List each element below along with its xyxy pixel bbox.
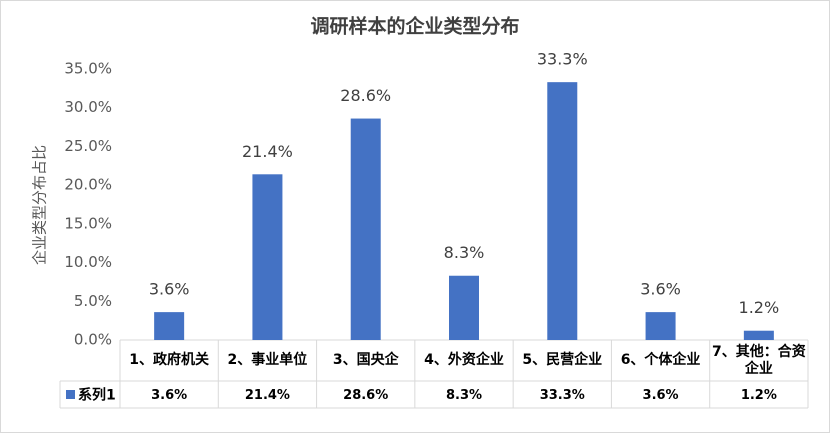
bar — [350, 118, 381, 340]
value-label: 21.4% — [242, 142, 293, 161]
value-label: 33.3% — [537, 50, 588, 69]
bar — [154, 312, 185, 340]
y-tick-label: 10.0% — [64, 253, 112, 271]
x-tick-label-box: 3、国央企 — [332, 352, 399, 368]
x-tick-label-box: 6、个体企业 — [620, 352, 701, 368]
x-tick-label: 5、民营企业 — [522, 352, 603, 368]
table-value: 8.3% — [446, 388, 482, 403]
y-tick-label: 5.0% — [74, 292, 112, 310]
value-label: 28.6% — [340, 86, 391, 105]
y-axis-label: 企业类型分布占比 — [31, 145, 49, 265]
x-tick-label: 2、事业单位 — [227, 352, 308, 368]
x-tick-label-box: 2、事业单位 — [227, 352, 308, 368]
y-tick-label: 0.0% — [74, 331, 112, 349]
y-tick-label: 35.0% — [64, 60, 112, 78]
bar — [449, 275, 479, 340]
table-value: 3.6% — [151, 388, 187, 403]
legend-key — [66, 390, 75, 399]
x-tick-label: 4、外资企业 — [424, 352, 504, 368]
bar — [252, 174, 283, 340]
x-tick-label: 3、国央企 — [332, 352, 399, 368]
table-value: 1.2% — [741, 388, 777, 403]
y-tick-label: 30.0% — [64, 98, 112, 116]
table-value: 28.6% — [343, 388, 388, 403]
bar — [743, 330, 774, 340]
y-tick-label: 25.0% — [64, 137, 112, 155]
bar — [645, 312, 676, 340]
value-label: 3.6% — [640, 280, 681, 299]
x-tick-label-box: 5、民营企业 — [522, 352, 603, 368]
x-tick-label-box: 4、外资企业 — [424, 352, 504, 368]
y-tick-label: 15.0% — [64, 214, 112, 232]
chart-title: 调研样本的企业类型分布 — [310, 15, 519, 38]
table-value: 21.4% — [245, 388, 290, 403]
value-label: 3.6% — [149, 280, 190, 299]
x-tick-label: 6、个体企业 — [620, 352, 701, 368]
x-tick-label-box: 1、政府机关 — [129, 352, 210, 368]
y-tick-label: 20.0% — [64, 176, 112, 194]
table-value: 3.6% — [643, 388, 679, 403]
value-label: 8.3% — [444, 243, 485, 262]
table-value: 33.3% — [540, 388, 585, 403]
x-tick-label-box: 7、其他：合资企业 — [711, 343, 806, 377]
bar — [547, 82, 578, 341]
x-tick-label: 7、其他：合资企业 — [711, 343, 806, 377]
x-tick-label: 1、政府机关 — [129, 352, 210, 368]
legend-label: 系列1 — [78, 387, 116, 404]
value-label: 1.2% — [739, 298, 780, 317]
